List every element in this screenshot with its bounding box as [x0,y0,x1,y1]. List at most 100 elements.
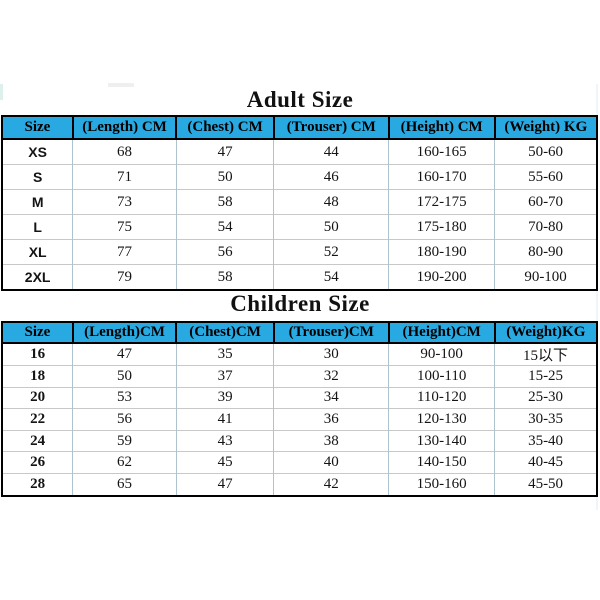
value-cell: 175-180 [388,214,496,240]
table-row: XL 77 56 52 180-190 80-90 [2,239,597,265]
size-cell: 22 [2,408,74,431]
column-header: (Chest) CM [175,115,275,140]
value-cell: 50 [273,214,390,240]
table-row: 28 65 47 42 150-160 45-50 [2,472,597,496]
value-cell: 52 [273,239,390,265]
value-cell: 180-190 [388,239,496,265]
table-row: 24 59 43 38 130-140 35-40 [2,429,597,452]
value-cell: 59 [72,429,177,452]
value-cell: 40 [273,451,390,474]
children-size-title: Children Size [230,291,370,316]
value-cell: 47 [176,472,275,496]
value-cell: 30 [273,342,390,366]
table-row: M 73 58 48 172-175 60-70 [2,189,597,215]
size-cell: 18 [2,365,74,388]
value-cell: 80-90 [494,239,597,265]
value-cell: 53 [72,386,177,409]
column-header: (Trouser)CM [272,321,390,344]
column-header: (Height)CM [387,321,496,344]
adult-size-table: Size (Length) CM (Chest) CM (Trouser) CM (He… [1,115,599,291]
value-cell: 71 [72,164,177,190]
children-size-table: Size (Length)CM (Chest)CM (Trouser)CM (Heigh… [1,321,599,497]
value-cell: 45 [176,451,275,474]
value-cell: 30-35 [494,408,597,431]
value-cell: 77 [72,239,177,265]
value-cell: 45-50 [494,472,597,496]
value-cell: 190-200 [388,264,496,290]
size-cell: S [2,164,74,190]
value-cell: 41 [176,408,275,431]
table-row: 18 50 37 32 100-110 15-25 [2,365,597,388]
size-cell: XS [2,138,74,165]
size-cell: M [2,189,74,215]
column-header: (Chest)CM [175,321,275,344]
table-row: 26 62 45 40 140-150 40-45 [2,451,597,474]
value-cell: 140-150 [388,451,496,474]
value-cell: 40-45 [494,451,597,474]
column-header: (Weight) KG [493,115,599,140]
value-cell: 44 [273,138,390,165]
value-cell: 90-100 [388,342,496,366]
value-cell: 90-100 [494,264,597,290]
value-cell: 42 [273,472,390,496]
value-cell: 62 [72,451,177,474]
value-cell: 32 [273,365,390,388]
value-cell: 39 [176,386,275,409]
table-row: 2XL 79 58 54 190-200 90-100 [2,264,597,290]
size-cell: 26 [2,451,74,474]
value-cell: 35 [176,342,275,366]
value-cell: 47 [176,138,275,165]
value-cell: 43 [176,429,275,452]
value-cell: 56 [72,408,177,431]
value-cell: 68 [72,138,177,165]
column-header: Size [1,115,74,140]
size-cell: L [2,214,74,240]
value-cell: 120-130 [388,408,496,431]
value-cell: 46 [273,164,390,190]
value-cell: 160-165 [388,138,496,165]
table-row: 20 53 39 34 110-120 25-30 [2,386,597,409]
value-cell: 47 [72,342,177,366]
value-cell: 54 [176,214,275,240]
table-row: L 75 54 50 175-180 70-80 [2,214,597,240]
value-cell: 60-70 [494,189,597,215]
value-cell: 50 [176,164,275,190]
column-header: (Weight)KG [493,321,599,344]
value-cell: 73 [72,189,177,215]
value-cell: 150-160 [388,472,496,496]
value-cell: 36 [273,408,390,431]
value-cell: 70-80 [494,214,597,240]
value-cell: 58 [176,189,275,215]
value-cell: 130-140 [388,429,496,452]
value-cell: 34 [273,386,390,409]
value-cell: 65 [72,472,177,496]
value-cell: 50 [72,365,177,388]
size-cell: 28 [2,472,74,496]
size-cell: 24 [2,429,74,452]
value-cell: 100-110 [388,365,496,388]
size-cell: XL [2,239,74,265]
size-cell: 16 [2,342,74,366]
value-cell: 110-120 [388,386,496,409]
column-header: (Length) CM [71,115,178,140]
value-cell: 37 [176,365,275,388]
value-cell: 58 [176,264,275,290]
value-cell: 48 [273,189,390,215]
value-cell: 50-60 [494,138,597,165]
column-header: (Trouser) CM [272,115,390,140]
size-cell: 20 [2,386,74,409]
column-header: (Length)CM [71,321,178,344]
value-cell: 54 [273,264,390,290]
table-header-row: Size (Length) CM (Chest) CM (Trouser) CM (He… [1,115,599,140]
table-row: 22 56 41 36 120-130 30-35 [2,408,597,431]
adult-size-title: Adult Size [246,87,354,112]
value-cell: 35-40 [494,429,597,452]
value-cell: 25-30 [494,386,597,409]
value-cell: 160-170 [388,164,496,190]
column-header: (Height) CM [387,115,496,140]
value-cell: 15-25 [494,365,597,388]
value-cell: 55-60 [494,164,597,190]
value-cell: 79 [72,264,177,290]
value-cell: 38 [273,429,390,452]
